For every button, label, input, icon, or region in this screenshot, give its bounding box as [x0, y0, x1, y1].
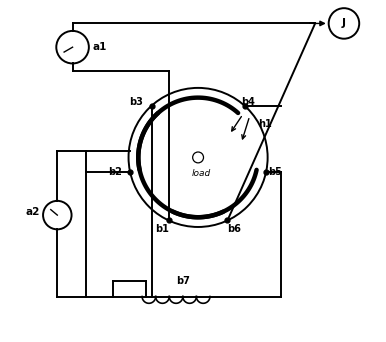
Text: h1: h1: [258, 119, 272, 129]
Text: load: load: [192, 169, 211, 178]
Text: a1: a1: [92, 42, 107, 52]
Text: b5: b5: [267, 167, 281, 177]
Text: a2: a2: [25, 207, 40, 217]
Text: J: J: [342, 18, 346, 28]
Text: b1: b1: [155, 224, 169, 234]
Text: b7: b7: [176, 276, 190, 286]
Text: b6: b6: [227, 224, 241, 234]
Text: b3: b3: [129, 97, 143, 107]
Text: b4: b4: [241, 97, 255, 107]
Text: b2: b2: [108, 167, 122, 177]
